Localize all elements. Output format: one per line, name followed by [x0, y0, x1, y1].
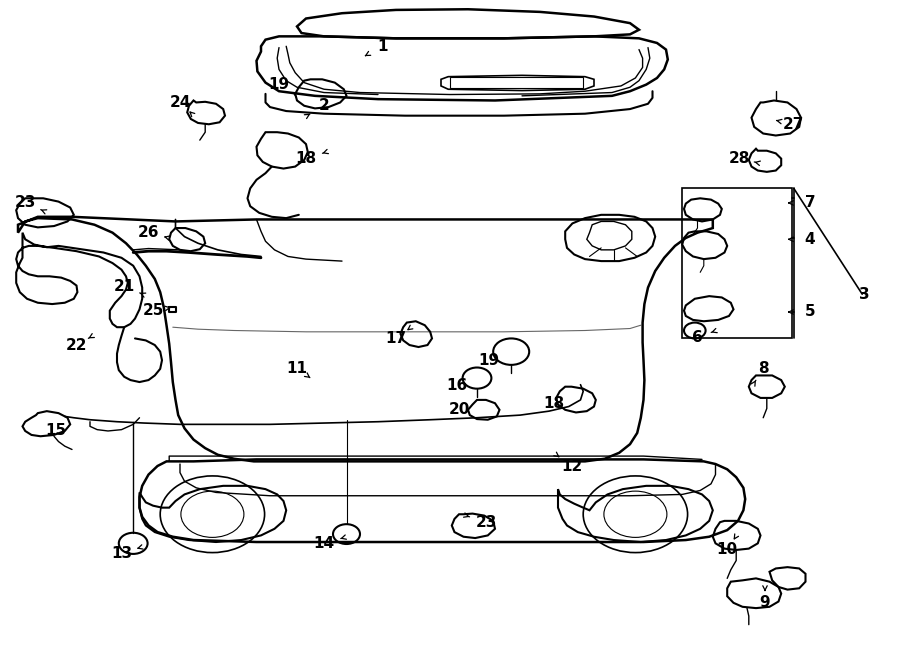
- Text: 18: 18: [543, 396, 564, 410]
- Text: 9: 9: [760, 596, 770, 610]
- Bar: [682, 188, 792, 338]
- Text: 1: 1: [377, 39, 388, 54]
- Text: 3: 3: [859, 287, 869, 301]
- Text: 18: 18: [295, 151, 317, 166]
- Text: 26: 26: [138, 225, 159, 240]
- Text: 24: 24: [169, 95, 191, 110]
- Text: 11: 11: [286, 361, 308, 375]
- Text: 13: 13: [111, 546, 132, 561]
- Text: 5: 5: [805, 305, 815, 319]
- Text: 28: 28: [729, 151, 751, 166]
- Text: 22: 22: [66, 338, 87, 352]
- Text: 14: 14: [313, 536, 335, 551]
- Text: 2: 2: [319, 98, 329, 113]
- Text: 19: 19: [478, 353, 500, 368]
- Text: 15: 15: [45, 424, 67, 438]
- Text: 4: 4: [805, 232, 815, 247]
- Text: 21: 21: [113, 279, 135, 293]
- Text: 6: 6: [692, 330, 703, 344]
- Text: 27: 27: [783, 117, 805, 132]
- Text: 7: 7: [805, 196, 815, 210]
- Text: 12: 12: [561, 459, 582, 473]
- Text: 19: 19: [268, 77, 290, 92]
- Text: 10: 10: [716, 543, 738, 557]
- Text: 8: 8: [758, 361, 769, 375]
- Text: 23: 23: [14, 196, 36, 210]
- Text: 25: 25: [142, 303, 164, 318]
- Text: 17: 17: [385, 331, 407, 346]
- Text: 23: 23: [475, 515, 497, 529]
- Text: 20: 20: [448, 403, 470, 417]
- Text: 16: 16: [446, 378, 468, 393]
- Bar: [450, 77, 583, 88]
